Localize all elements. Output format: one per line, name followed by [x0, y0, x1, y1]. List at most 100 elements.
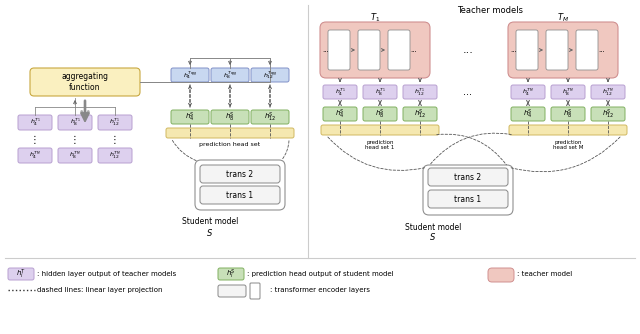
FancyBboxPatch shape	[551, 85, 585, 99]
FancyBboxPatch shape	[218, 268, 244, 280]
Text: trans 1: trans 1	[454, 194, 481, 203]
Text: $h_{12}^{T_1}$: $h_{12}^{T_1}$	[415, 86, 426, 98]
FancyBboxPatch shape	[328, 30, 350, 70]
Text: Student model: Student model	[405, 222, 461, 231]
Text: $h_{12}^{T_M}$: $h_{12}^{T_M}$	[109, 150, 121, 161]
Text: $h_8^{T_1}$: $h_8^{T_1}$	[374, 86, 385, 98]
Text: $h_8^{T_M}$: $h_8^{T_M}$	[69, 150, 81, 161]
Text: ⋮: ⋮	[110, 135, 120, 145]
FancyBboxPatch shape	[323, 107, 357, 121]
FancyBboxPatch shape	[403, 107, 437, 121]
FancyBboxPatch shape	[546, 30, 568, 70]
Text: Teacher models: Teacher models	[457, 5, 523, 14]
Text: $h_{12}^S$: $h_{12}^S$	[264, 110, 276, 124]
FancyBboxPatch shape	[200, 165, 280, 183]
Text: ...: ...	[511, 47, 517, 53]
Text: $h_8^S$: $h_8^S$	[375, 107, 385, 121]
FancyBboxPatch shape	[511, 85, 545, 99]
FancyBboxPatch shape	[58, 115, 92, 130]
FancyBboxPatch shape	[363, 107, 397, 121]
Text: $h_8^S$: $h_8^S$	[225, 110, 235, 124]
FancyBboxPatch shape	[516, 30, 538, 70]
Text: prediction head set: prediction head set	[200, 142, 260, 147]
Text: $h_4^{T_M}$: $h_4^{T_M}$	[29, 150, 41, 161]
Text: $h_4^S$: $h_4^S$	[523, 107, 533, 121]
FancyBboxPatch shape	[171, 68, 209, 82]
Text: ...: ...	[463, 45, 474, 55]
FancyBboxPatch shape	[576, 30, 598, 70]
Text: $S$: $S$	[207, 226, 214, 237]
Text: trans 1: trans 1	[227, 190, 253, 199]
FancyBboxPatch shape	[488, 268, 514, 282]
FancyBboxPatch shape	[251, 68, 289, 82]
Text: $h_4^{T_1}$: $h_4^{T_1}$	[29, 117, 40, 128]
FancyBboxPatch shape	[211, 110, 249, 124]
FancyBboxPatch shape	[8, 268, 34, 280]
FancyBboxPatch shape	[250, 283, 260, 299]
FancyBboxPatch shape	[320, 22, 430, 78]
FancyBboxPatch shape	[30, 68, 140, 96]
Text: : transformer encoder layers: : transformer encoder layers	[270, 287, 370, 293]
Text: ...: ...	[411, 47, 417, 53]
Text: $S$: $S$	[429, 231, 436, 242]
FancyBboxPatch shape	[200, 186, 280, 204]
Text: $T_M$: $T_M$	[557, 12, 569, 24]
FancyBboxPatch shape	[363, 85, 397, 99]
FancyBboxPatch shape	[98, 115, 132, 130]
FancyBboxPatch shape	[551, 107, 585, 121]
FancyBboxPatch shape	[211, 68, 249, 82]
Text: $h_{12}^S$: $h_{12}^S$	[414, 107, 426, 121]
FancyBboxPatch shape	[166, 128, 294, 138]
Text: $h_8^{T_{agg}}$: $h_8^{T_{agg}}$	[223, 69, 237, 81]
Text: $h_{12}^{T_{agg}}$: $h_{12}^{T_{agg}}$	[262, 69, 277, 81]
Text: $h_4^{T_1}$: $h_4^{T_1}$	[335, 86, 346, 98]
Text: : prediction head output of student model: : prediction head output of student mode…	[247, 271, 394, 277]
Text: $h_8^{T_M}$: $h_8^{T_M}$	[562, 86, 574, 98]
FancyBboxPatch shape	[251, 110, 289, 124]
Text: $h_8^{T_1}$: $h_8^{T_1}$	[70, 117, 81, 128]
Text: trans 2: trans 2	[454, 172, 481, 181]
FancyBboxPatch shape	[591, 85, 625, 99]
Text: $h_{12}^{T_M}$: $h_{12}^{T_M}$	[602, 86, 614, 98]
Text: : hidden layer output of teacher models: : hidden layer output of teacher models	[37, 271, 176, 277]
FancyBboxPatch shape	[511, 107, 545, 121]
Text: prediction
head set M: prediction head set M	[553, 140, 583, 150]
Text: $h_{12}^S$: $h_{12}^S$	[602, 107, 614, 121]
Text: dashed lines: linear layer projection: dashed lines: linear layer projection	[37, 287, 163, 293]
Text: aggregating
function: aggregating function	[61, 72, 109, 92]
Text: ⋮: ⋮	[70, 135, 80, 145]
FancyBboxPatch shape	[218, 285, 246, 297]
Text: ...: ...	[463, 87, 472, 97]
Text: $h_i^T$: $h_i^T$	[16, 267, 26, 281]
FancyBboxPatch shape	[508, 22, 618, 78]
Text: : teacher model: : teacher model	[517, 271, 572, 277]
Text: trans 2: trans 2	[227, 169, 253, 178]
Text: $h_4^{T_M}$: $h_4^{T_M}$	[522, 86, 534, 98]
Text: $h_{12}^{T_1}$: $h_{12}^{T_1}$	[109, 117, 120, 128]
FancyBboxPatch shape	[358, 30, 380, 70]
FancyBboxPatch shape	[171, 110, 209, 124]
Text: $h_8^S$: $h_8^S$	[563, 107, 573, 121]
Text: ⋮: ⋮	[30, 135, 40, 145]
FancyBboxPatch shape	[428, 168, 508, 186]
FancyBboxPatch shape	[98, 148, 132, 163]
Text: Student model: Student model	[182, 217, 238, 226]
Text: $h_4^S$: $h_4^S$	[185, 110, 195, 124]
FancyBboxPatch shape	[18, 148, 52, 163]
Text: prediction
head set 1: prediction head set 1	[365, 140, 395, 150]
Text: ...: ...	[598, 47, 605, 53]
FancyBboxPatch shape	[321, 125, 439, 135]
FancyBboxPatch shape	[388, 30, 410, 70]
Text: ...: ...	[323, 47, 330, 53]
FancyBboxPatch shape	[428, 190, 508, 208]
FancyBboxPatch shape	[403, 85, 437, 99]
Text: $h_4^S$: $h_4^S$	[335, 107, 345, 121]
Text: $h_4^{T_{agg}}$: $h_4^{T_{agg}}$	[182, 69, 197, 81]
FancyBboxPatch shape	[509, 125, 627, 135]
FancyBboxPatch shape	[58, 148, 92, 163]
Text: $h_i^S$: $h_i^S$	[226, 267, 236, 281]
FancyBboxPatch shape	[18, 115, 52, 130]
FancyBboxPatch shape	[323, 85, 357, 99]
Text: $T_1$: $T_1$	[370, 12, 380, 24]
FancyBboxPatch shape	[591, 107, 625, 121]
